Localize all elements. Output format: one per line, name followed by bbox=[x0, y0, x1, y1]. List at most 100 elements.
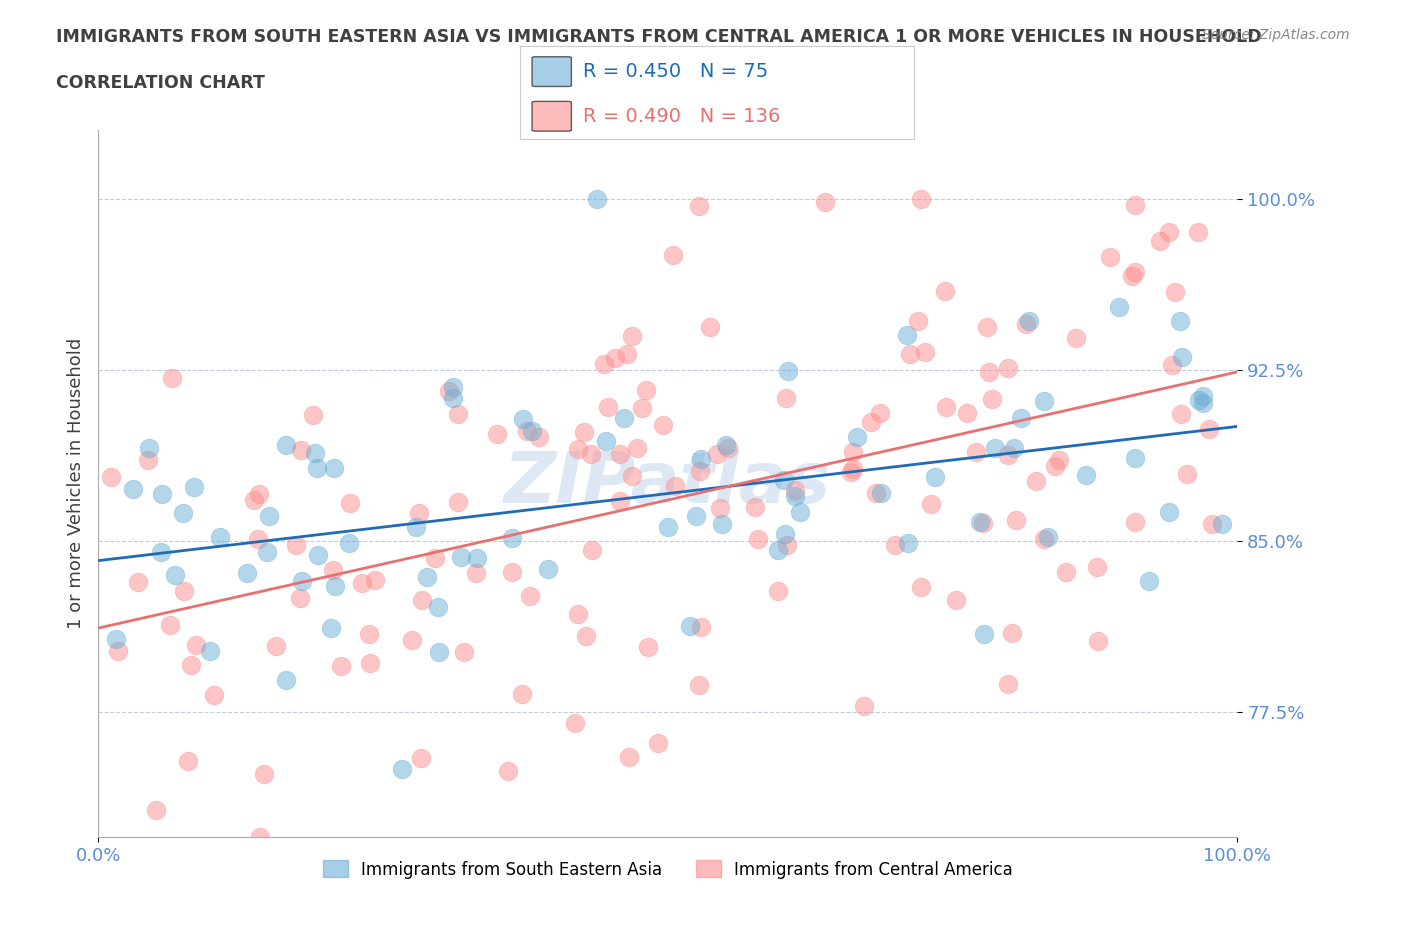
Immigrants from Central America bbox=[162, 370, 184, 385]
Immigrants from Central America bbox=[617, 750, 640, 764]
Immigrants from Central America bbox=[744, 500, 766, 515]
Immigrants from South Eastern Asia bbox=[776, 364, 799, 379]
Immigrants from South Eastern Asia bbox=[291, 573, 314, 588]
Immigrants from Central America bbox=[575, 629, 598, 644]
Immigrants from South Eastern Asia bbox=[595, 433, 617, 448]
Immigrants from Central America bbox=[652, 418, 675, 432]
Immigrants from Central America bbox=[935, 400, 957, 415]
Immigrants from South Eastern Asia bbox=[307, 548, 329, 563]
Immigrants from Central America bbox=[352, 575, 374, 590]
Immigrants from Central America bbox=[1201, 516, 1223, 531]
Immigrants from Central America bbox=[1125, 264, 1147, 279]
Immigrants from Central America bbox=[177, 753, 200, 768]
Immigrants from Central America bbox=[609, 493, 631, 508]
Immigrants from South Eastern Asia bbox=[1192, 389, 1215, 404]
Immigrants from South Eastern Asia bbox=[172, 505, 194, 520]
Immigrants from Central America bbox=[447, 495, 470, 510]
Immigrants from Central America bbox=[859, 414, 882, 429]
Immigrants from South Eastern Asia bbox=[1076, 468, 1098, 483]
Text: R = 0.490   N = 136: R = 0.490 N = 136 bbox=[583, 107, 780, 126]
Immigrants from Central America bbox=[839, 465, 862, 480]
Immigrants from South Eastern Asia bbox=[208, 530, 231, 545]
Text: R = 0.450   N = 75: R = 0.450 N = 75 bbox=[583, 62, 769, 81]
Immigrants from Central America bbox=[776, 538, 799, 552]
Immigrants from Central America bbox=[145, 803, 167, 817]
Immigrants from Central America bbox=[1123, 514, 1146, 529]
Immigrants from South Eastern Asia bbox=[274, 673, 297, 688]
Immigrants from Central America bbox=[980, 392, 1002, 406]
Immigrants from South Eastern Asia bbox=[690, 451, 713, 466]
Immigrants from Central America bbox=[626, 441, 648, 456]
Immigrants from Central America bbox=[593, 357, 616, 372]
Immigrants from Central America bbox=[934, 284, 956, 299]
Immigrants from Central America bbox=[243, 493, 266, 508]
Immigrants from Central America bbox=[408, 506, 430, 521]
Immigrants from Central America bbox=[253, 766, 276, 781]
Immigrants from Central America bbox=[1160, 357, 1182, 372]
Immigrants from Central America bbox=[717, 441, 740, 456]
Immigrants from South Eastern Asia bbox=[585, 192, 607, 206]
Immigrants from Central America bbox=[972, 515, 994, 530]
Immigrants from Central America bbox=[107, 644, 129, 658]
Immigrants from South Eastern Asia bbox=[441, 391, 464, 405]
Immigrants from South Eastern Asia bbox=[512, 411, 534, 426]
Immigrants from South Eastern Asia bbox=[897, 536, 920, 551]
Immigrants from South Eastern Asia bbox=[1137, 573, 1160, 588]
Y-axis label: 1 or more Vehicles in Household: 1 or more Vehicles in Household bbox=[66, 338, 84, 630]
Immigrants from Central America bbox=[997, 360, 1019, 375]
Immigrants from South Eastern Asia bbox=[501, 530, 523, 545]
Immigrants from Central America bbox=[529, 429, 551, 444]
Immigrants from South Eastern Asia bbox=[427, 644, 450, 659]
Immigrants from Central America bbox=[709, 500, 731, 515]
Immigrants from Central America bbox=[842, 445, 865, 459]
Immigrants from Central America bbox=[853, 698, 876, 713]
Immigrants from South Eastern Asia bbox=[256, 545, 278, 560]
Immigrants from Central America bbox=[409, 751, 432, 765]
Immigrants from Central America bbox=[401, 633, 423, 648]
Immigrants from Central America bbox=[564, 715, 586, 730]
Immigrants from Central America bbox=[519, 589, 541, 604]
Immigrants from South Eastern Asia bbox=[678, 618, 700, 633]
Immigrants from South Eastern Asia bbox=[304, 445, 326, 460]
Immigrants from Central America bbox=[359, 656, 381, 671]
Immigrants from South Eastern Asia bbox=[322, 460, 344, 475]
Immigrants from South Eastern Asia bbox=[1170, 350, 1192, 365]
Immigrants from Central America bbox=[689, 464, 711, 479]
Immigrants from Central America bbox=[364, 573, 387, 588]
Immigrants from Central America bbox=[322, 563, 344, 578]
Immigrants from Central America bbox=[1157, 225, 1180, 240]
Immigrants from South Eastern Asia bbox=[415, 570, 437, 585]
Immigrants from South Eastern Asia bbox=[323, 578, 346, 593]
Text: IMMIGRANTS FROM SOUTH EASTERN ASIA VS IMMIGRANTS FROM CENTRAL AMERICA 1 OR MORE : IMMIGRANTS FROM SOUTH EASTERN ASIA VS IM… bbox=[56, 28, 1261, 46]
Immigrants from South Eastern Asia bbox=[1108, 299, 1130, 314]
Immigrants from South Eastern Asia bbox=[391, 761, 413, 776]
Immigrants from South Eastern Asia bbox=[1187, 392, 1209, 407]
Immigrants from Central America bbox=[596, 399, 619, 414]
Immigrants from Central America bbox=[464, 565, 486, 580]
Immigrants from South Eastern Asia bbox=[969, 514, 991, 529]
Immigrants from Central America bbox=[979, 365, 1001, 379]
Immigrants from Central America bbox=[956, 405, 979, 420]
Immigrants from South Eastern Asia bbox=[657, 519, 679, 534]
Immigrants from South Eastern Asia bbox=[520, 423, 543, 438]
Immigrants from Central America bbox=[572, 424, 595, 439]
Immigrants from Central America bbox=[1087, 634, 1109, 649]
Immigrants from Central America bbox=[664, 479, 686, 494]
Immigrants from South Eastern Asia bbox=[613, 410, 636, 425]
Immigrants from Central America bbox=[1043, 458, 1066, 473]
Immigrants from Central America bbox=[920, 497, 942, 512]
Immigrants from Central America bbox=[1175, 467, 1198, 482]
Immigrants from Central America bbox=[965, 445, 987, 459]
Immigrants from Central America bbox=[202, 688, 225, 703]
Immigrants from South Eastern Asia bbox=[1010, 411, 1032, 426]
Immigrants from Central America bbox=[1064, 330, 1087, 345]
Immigrants from Central America bbox=[1005, 512, 1028, 527]
Immigrants from Central America bbox=[100, 470, 122, 485]
Immigrants from Central America bbox=[997, 447, 1019, 462]
FancyBboxPatch shape bbox=[531, 101, 571, 131]
Immigrants from Central America bbox=[290, 442, 312, 457]
Immigrants from Central America bbox=[883, 538, 905, 552]
Immigrants from Central America bbox=[285, 538, 308, 552]
Immigrants from Central America bbox=[127, 575, 149, 590]
Immigrants from South Eastern Asia bbox=[766, 543, 789, 558]
